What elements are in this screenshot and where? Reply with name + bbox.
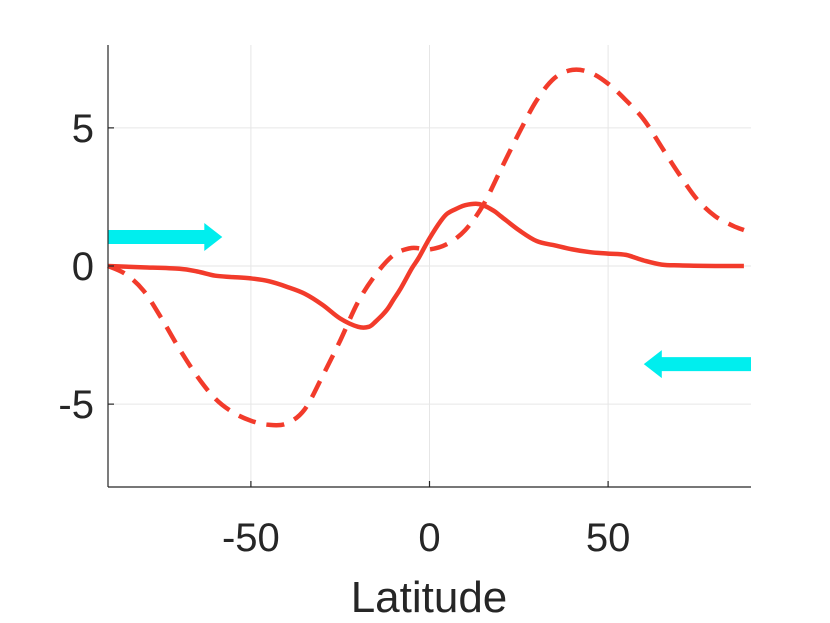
left-arrow-annotation [643,350,751,379]
y-tick-label: 5 [72,107,94,151]
x-tick-label: 50 [586,516,631,560]
y-tick-label: 0 [72,245,94,289]
x-tick-label: 0 [418,516,440,560]
right-arrow-annotation [108,223,223,251]
grid-lines [108,45,751,487]
y-tick-label: -5 [58,383,94,427]
dashed-series-line [107,67,745,428]
x-tick-label: -50 [222,516,280,560]
tick-labels: -50 0 50-505 [58,107,630,560]
solid-series-line [107,201,744,330]
data-series [107,67,745,428]
annotation-arrows [108,223,751,379]
x-axis-label: Latitude [351,573,508,622]
